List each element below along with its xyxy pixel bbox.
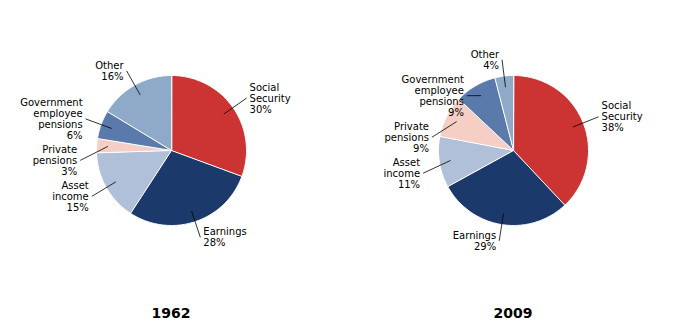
svg-text:Privatepensions9%: Privatepensions9%: [384, 121, 429, 154]
svg-text:Assetincome15%: Assetincome15%: [52, 180, 89, 213]
html-text:2009: 2009: [493, 305, 533, 321]
svg-text:Governmentemployeepensions9%: Governmentemployeepensions9%: [402, 74, 464, 118]
svg-text:SocialSecurity30%: SocialSecurity30%: [250, 82, 291, 115]
html-text:1962: 1962: [151, 305, 191, 321]
svg-text:Other4%: Other4%: [471, 49, 500, 71]
svg-text:Assetincome11%: Assetincome11%: [383, 157, 420, 190]
svg-text:Governmentemployeepensions6%: Governmentemployeepensions6%: [20, 97, 82, 141]
svg-text:Other16%: Other16%: [95, 60, 124, 82]
svg-text:Privatepensions3%: Privatepensions3%: [33, 144, 78, 177]
svg-text:SocialSecurity38%: SocialSecurity38%: [602, 100, 643, 133]
svg-text:Earnings29%: Earnings29%: [453, 230, 496, 252]
svg-text:Earnings28%: Earnings28%: [203, 226, 246, 248]
